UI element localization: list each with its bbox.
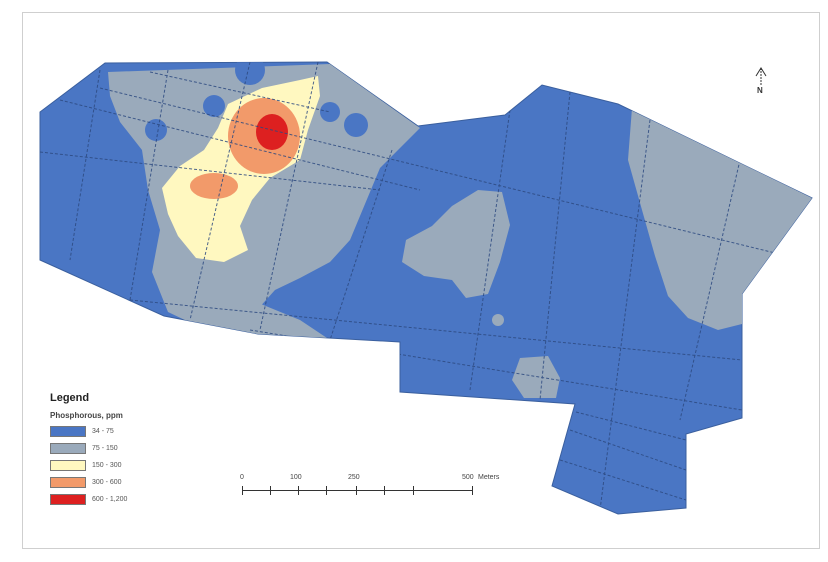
scale-label-0: 0 (240, 474, 244, 481)
zone-34-75-spot (203, 95, 225, 117)
zone-34-75-spot (320, 102, 340, 122)
legend-item-label: 300 - 600 (92, 479, 122, 486)
legend-item: 34 - 75 (50, 424, 200, 438)
scale-tick (356, 486, 357, 495)
scale-tick (472, 486, 473, 495)
scale-unit: Meters (478, 474, 499, 481)
north-arrow-label: N (757, 86, 763, 95)
legend-item-label: 600 - 1,200 (92, 496, 127, 503)
scale-label-500: 500 (462, 474, 474, 481)
legend-swatch (50, 460, 86, 471)
scale-tick (242, 486, 243, 495)
legend-item-label: 75 - 150 (92, 445, 118, 452)
legend-item: 150 - 300 (50, 458, 200, 472)
zone-300-600-south (190, 173, 238, 199)
zone-34-75-spot (235, 55, 265, 85)
legend-item: 600 - 1,200 (50, 492, 200, 506)
scale-tick (413, 486, 414, 495)
scale-label-250: 250 (348, 474, 360, 481)
legend: Legend Phosphorous, ppm 34 - 75 75 - 150 1… (50, 392, 200, 509)
legend-title: Legend (50, 392, 200, 404)
legend-item-label: 34 - 75 (92, 428, 114, 435)
legend-swatch (50, 477, 86, 488)
legend-swatch (50, 494, 86, 505)
scale-tick (298, 486, 299, 495)
legend-item: 75 - 150 (50, 441, 200, 455)
scale-line (242, 490, 472, 491)
legend-item: 300 - 600 (50, 475, 200, 489)
zone-600-1200 (256, 114, 288, 150)
scale-tick (270, 486, 271, 495)
scale-bar: 0 100 250 500 Meters (232, 474, 512, 504)
legend-swatch (50, 426, 86, 437)
legend-item-label: 150 - 300 (92, 462, 122, 469)
zone-34-75-spot (344, 113, 368, 137)
legend-swatch (50, 443, 86, 454)
legend-field-name: Phosphorous, ppm (50, 411, 200, 420)
scale-tick (326, 486, 327, 495)
zone-34-75-spot (492, 314, 504, 326)
scale-tick (384, 486, 385, 495)
scale-label-100: 100 (290, 474, 302, 481)
zone-34-75-spot (337, 379, 347, 389)
north-arrow-icon (750, 66, 772, 102)
